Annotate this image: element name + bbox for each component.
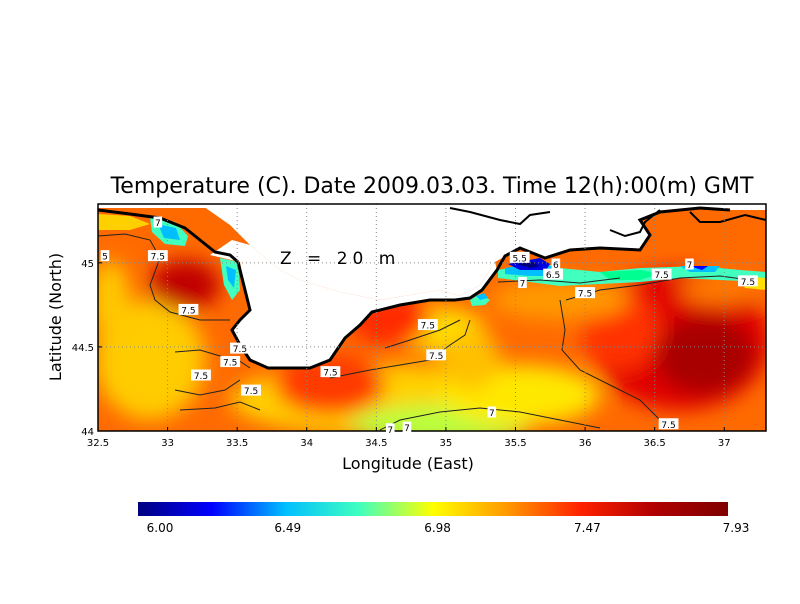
svg-text:7.5: 7.5 [223,359,237,369]
chart-title: Temperature (C). Date 2009.03.03. Time 1… [110,174,754,199]
contour-label: 7 [685,258,694,271]
contour-label: 7.5 [147,250,168,263]
colorbar-tick-label: 7.93 [723,521,750,535]
coastline [98,206,766,370]
svg-text:6.5: 6.5 [546,271,560,281]
colorbar-ticks: 6.00 6.49 6.98 7.47 7.93 [147,521,750,535]
svg-text:7.5: 7.5 [661,421,675,431]
contour-label: 7 [385,423,395,436]
x-tick-label: 32.5 [87,438,109,449]
svg-text:5.5: 5.5 [513,254,527,264]
colorbar [138,502,728,516]
svg-text:7: 7 [155,219,161,229]
svg-text:7: 7 [687,261,693,271]
colorbar-tick-label: 6.98 [424,521,451,535]
y-tick-label: 44.5 [72,343,94,354]
svg-text:7.5: 7.5 [151,253,165,263]
contour-label: 7.5 [738,275,758,288]
contour-label: 7.5 [178,303,199,316]
svg-text:7: 7 [387,426,393,436]
svg-text:7: 7 [489,409,495,419]
colorbar-tick-label: 6.00 [147,521,174,535]
contour-label: 7.5 [426,349,447,362]
x-tick-label: 36 [579,438,592,449]
y-tick-label: 44 [81,427,94,438]
svg-text:7.5: 7.5 [323,369,337,379]
x-tick-label: 34 [300,438,313,449]
svg-text:7.5: 7.5 [233,345,247,355]
y-tick-label: 45 [81,259,94,270]
svg-text:7.5: 7.5 [181,306,195,316]
y-axis-ticks: 44 44.5 45 [72,259,102,438]
x-axis-ticks: 32.5 33 33.5 34 34.5 35 35.5 36 36.5 37 [87,427,731,449]
grid-lines [98,204,766,431]
svg-text:6: 6 [553,261,559,271]
colorbar-tick-label: 7.47 [574,521,601,535]
contour-label: 7 [153,216,163,229]
contour-label: 7.5 [320,366,341,379]
svg-text:7.5: 7.5 [654,271,668,281]
svg-text:7.5: 7.5 [741,278,755,288]
x-tick-label: 35 [440,438,453,449]
depth-annotation: Z = 20 m [280,249,400,269]
contour-label: 7.5 [658,418,679,431]
contour-label: 5.5 [509,251,530,264]
x-axis-label: Longitude (East) [342,454,474,473]
svg-text:7.5: 7.5 [578,290,592,300]
svg-text:7: 7 [404,424,410,434]
contour-label: 7.5 [651,268,672,281]
x-tick-label: 33 [161,438,174,449]
plot-frame [97,203,767,432]
contour-label: 5 [100,250,110,263]
svg-text:7: 7 [520,280,526,290]
temperature-field [98,204,766,431]
contour-label: 6.5 [543,268,563,281]
y-axis-label: Latitude (North) [46,253,65,381]
contour-label: 7.5 [241,384,261,397]
contour-label: 7.5 [230,342,250,355]
contour-label: 7.5 [191,369,211,382]
svg-text:7.5: 7.5 [429,352,443,362]
x-tick-label: 34.5 [365,438,387,449]
crimea-landmass [98,204,766,300]
x-tick-label: 37 [718,438,731,449]
contour-label: 7.5 [575,287,595,300]
contour-labels: 7 5 7.5 7.5 7.5 7.5 7.5 7.5 7.5 7.5 7.5 7 7 7 5.5 66.5 7… [100,216,758,436]
contour-label: 7 [402,421,412,434]
x-tick-label: 35.5 [504,438,526,449]
contour-label: 7.5 [220,356,241,369]
contour-label: 7 [518,277,527,290]
contour-label: 7.5 [417,319,438,332]
colorbar-tick-label: 6.49 [274,521,301,535]
contour-label: 7 [487,406,497,419]
svg-text:7.5: 7.5 [194,372,208,382]
x-tick-label: 36.5 [644,438,666,449]
svg-text:5: 5 [102,253,108,263]
contour-label: 6 [551,258,561,271]
svg-text:7.5: 7.5 [244,387,258,397]
svg-text:7.5: 7.5 [421,322,435,332]
x-tick-label: 33.5 [226,438,248,449]
